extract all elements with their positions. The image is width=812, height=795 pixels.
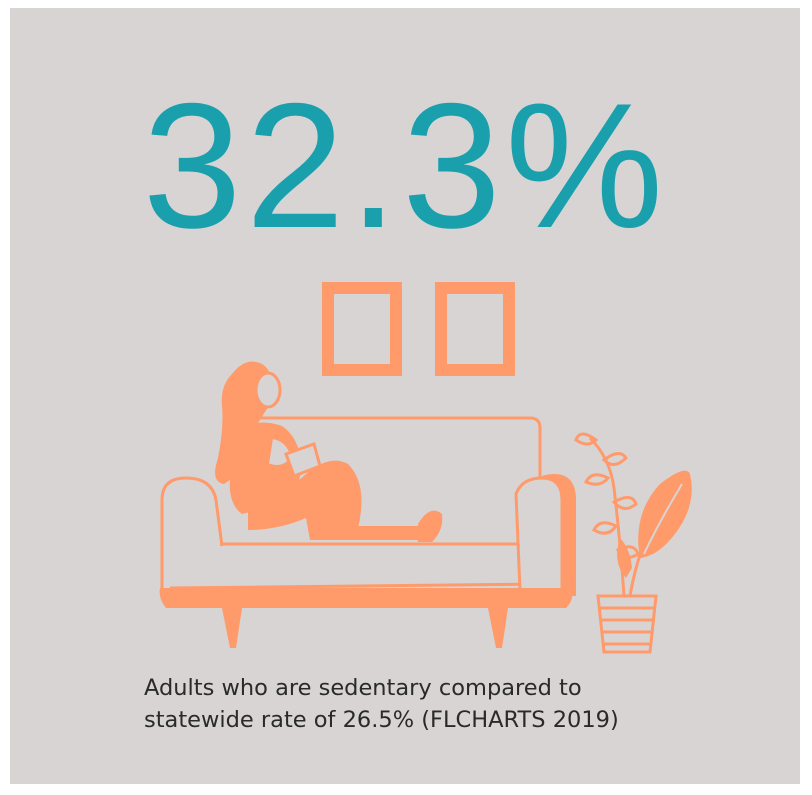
person-reading-icon [215,361,443,542]
picture-frame-icon [322,282,402,376]
picture-frame-icon [435,282,515,376]
caption-line-1: Adults who are sedentary compared to [144,675,582,701]
infographic-card: 32.3% [10,8,800,784]
caption-line-2: statewide rate of 26.5% (FLCHARTS 2019) [144,707,619,733]
potted-plant-icon [574,432,692,654]
sedentary-illustration [159,282,692,654]
statistic-value: 32.3% [142,66,668,265]
caption: Adults who are sedentary compared to sta… [144,672,704,736]
sofa-icon [159,416,576,648]
